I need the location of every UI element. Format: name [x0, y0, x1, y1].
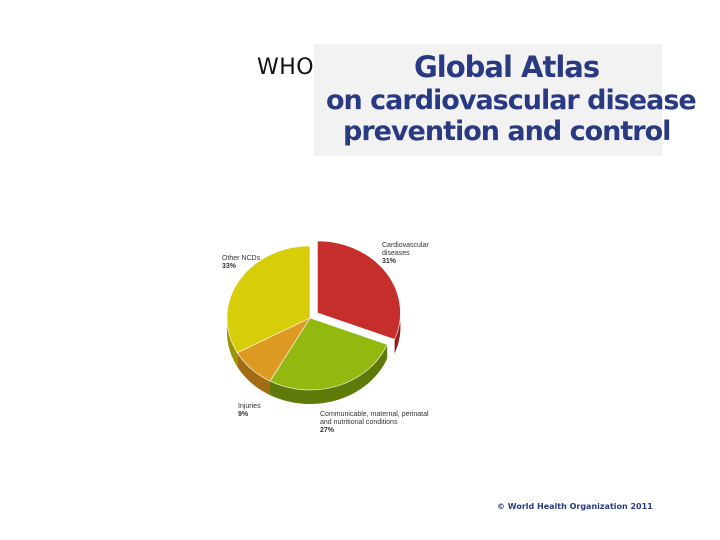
slice-label-communicable: Communicable, maternal, perinatal and nu…: [320, 411, 429, 435]
slice-label-text: Cardiovascular: [382, 242, 429, 249]
copyright-footer: © World Health Organization 2011: [497, 502, 653, 511]
slice-label-percent: 27%: [320, 427, 335, 434]
pie-slice-cardiovascular: [317, 240, 401, 340]
slice-label-text: and nutritional conditions: [320, 419, 398, 426]
who-label: WHO: [257, 55, 315, 80]
slice-label-other-ncds: Other NCDs 33%: [222, 255, 260, 271]
slice-label-injuries: Injuries 9%: [238, 403, 261, 419]
slice-label-text: Injuries: [238, 403, 261, 410]
slice-label-percent: 31%: [382, 258, 397, 265]
banner-title-line-1: Global Atlas: [414, 50, 600, 84]
title-banner: [314, 44, 662, 156]
slice-label-percent: 9%: [238, 411, 249, 418]
banner-title-line-2: on cardiovascular disease: [326, 85, 697, 116]
pie-slice-other: [226, 245, 311, 354]
slice-label-text: Other NCDs: [222, 255, 261, 262]
slice-label-text: Communicable, maternal, perinatal: [320, 411, 429, 418]
slice-label-text: diseases: [382, 250, 410, 257]
pie-slice-communicable: [269, 317, 388, 391]
slice-label-cardiovascular: Cardiovascular diseases 31%: [382, 242, 429, 266]
slice-label-percent: 33%: [222, 263, 237, 270]
banner-title-line-3: prevention and control: [343, 116, 671, 147]
pie-slice-side-1: [270, 344, 388, 404]
